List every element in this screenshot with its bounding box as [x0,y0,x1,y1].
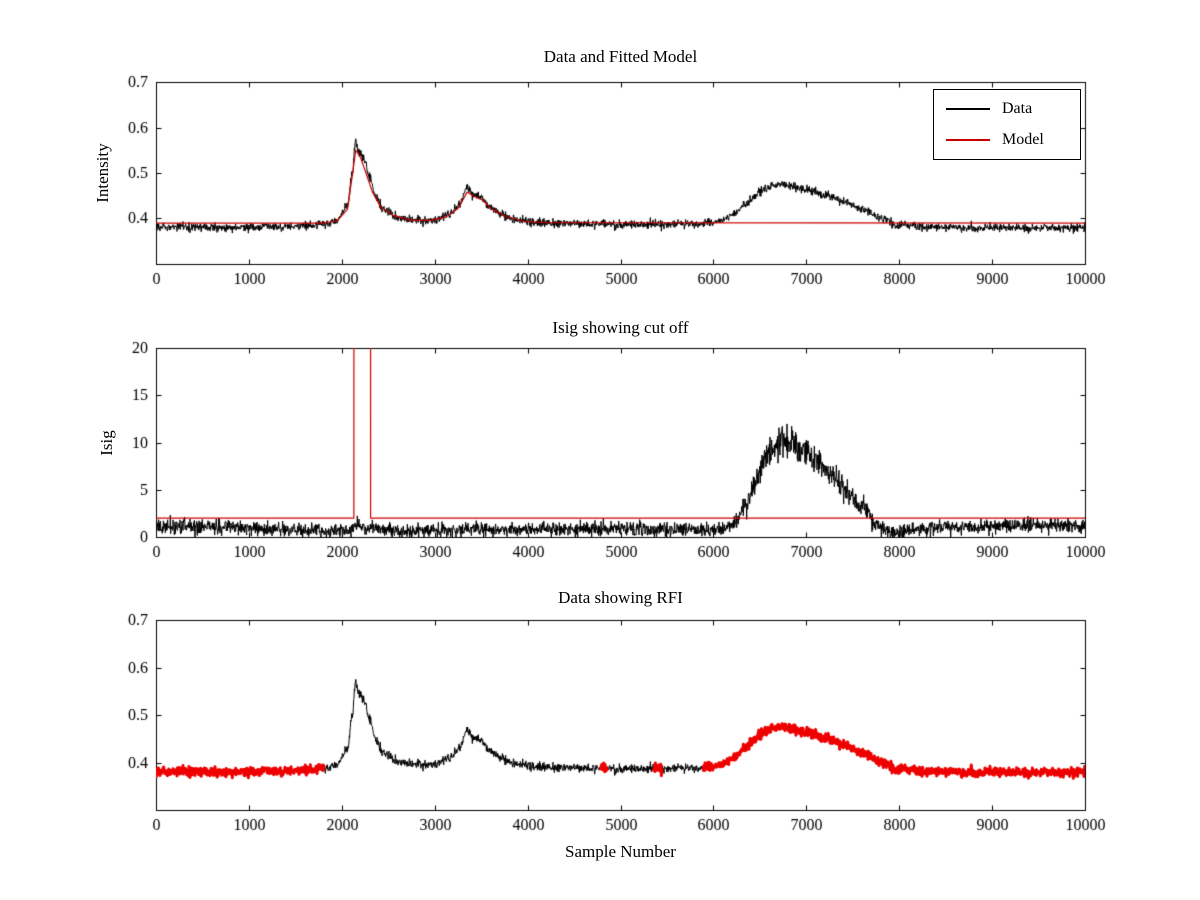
subplot3-xlabel: Sample Number [565,842,676,861]
legend-entry-data: Data [934,95,1080,123]
subplot2-title: Isig showing cut off [552,318,689,337]
legend-entry-model: Model [934,126,1080,154]
subplot3-title: Data showing RFI [558,588,683,607]
data-line-swatch [946,108,990,111]
legend-model-label: Model [1002,130,1044,148]
legend-box: Data Model [933,89,1081,160]
model-line-swatch [946,138,990,141]
legend-data-label: Data [1002,100,1033,118]
subplot2-ylabel: Isig [97,430,116,456]
subplot1-title: Data and Fitted Model [543,47,698,66]
subplot1-ylabel: Intensity [93,143,112,203]
